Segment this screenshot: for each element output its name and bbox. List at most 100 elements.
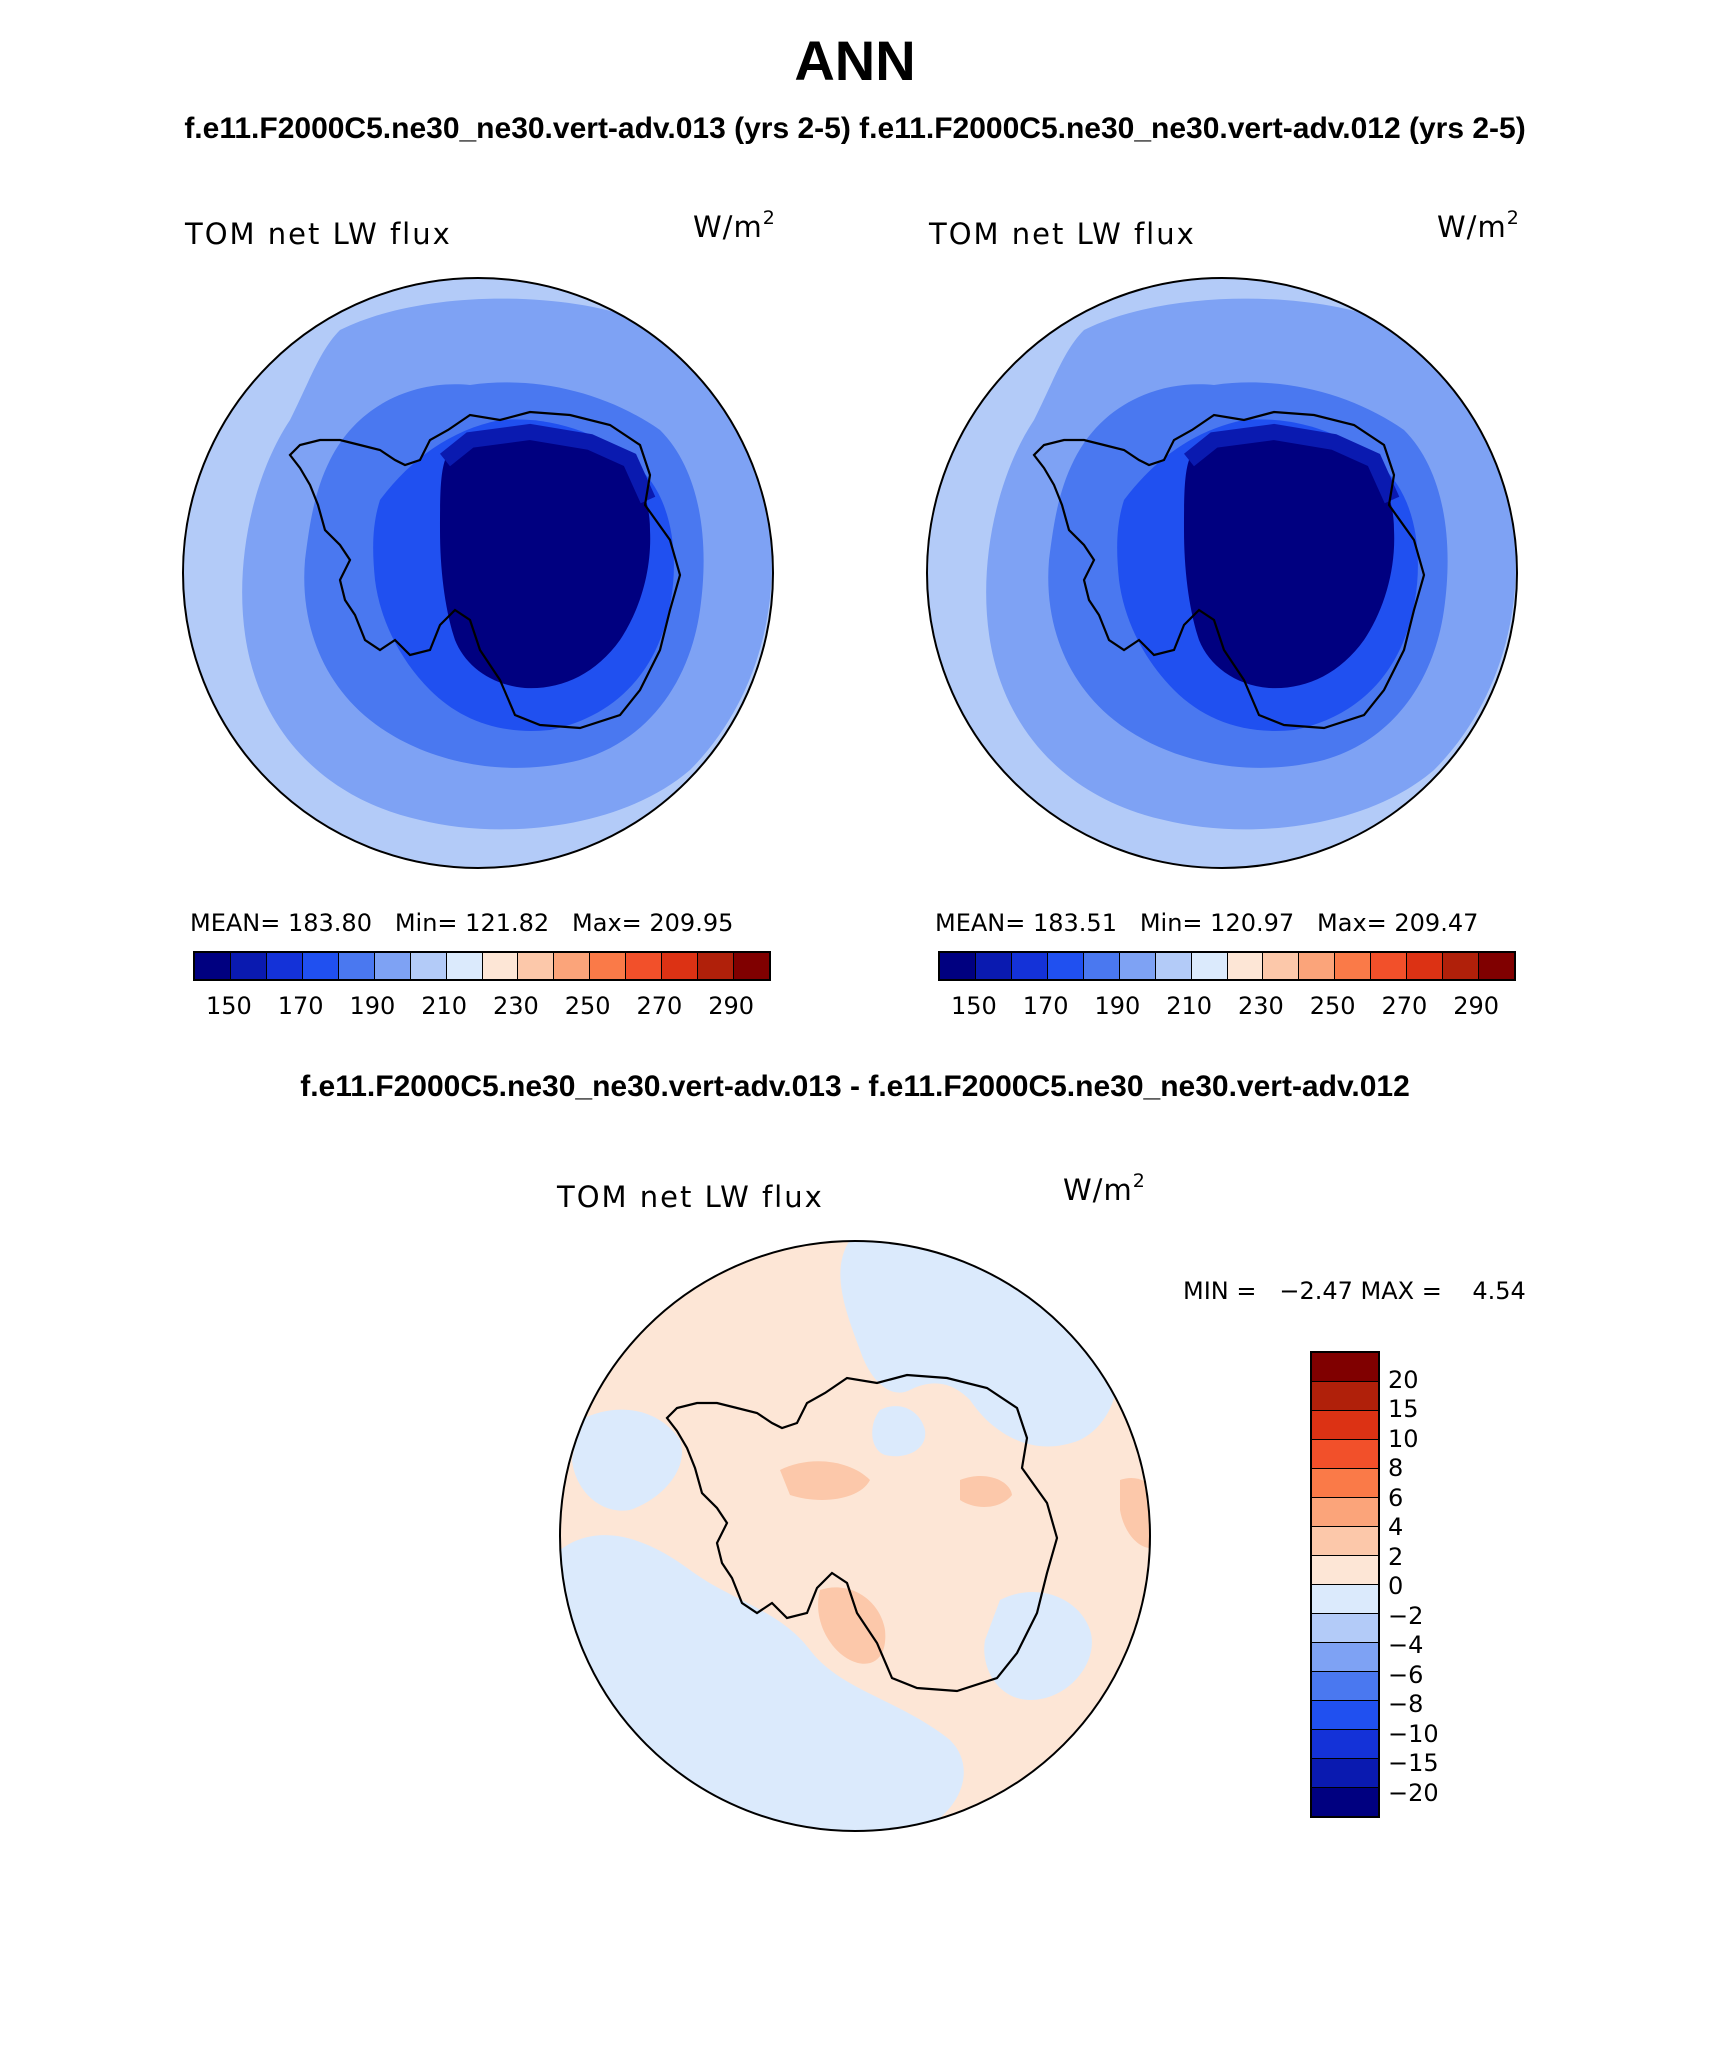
colorbar-swatch [1312,1556,1378,1585]
colorbar-tick-label: 2 [1388,1542,1404,1571]
colorbar-tick-label: 6 [1388,1483,1404,1512]
colorbar-tick-label: 20 [1388,1365,1419,1394]
figure-subtitle-cases: f.e11.F2000C5.ne30_ne30.vert-adv.013 (yr… [184,112,1526,145]
colorbar-tick-label: −2 [1388,1601,1424,1630]
colorbar-swatch [734,953,769,979]
difference-colorbar [1310,1351,1380,1818]
colorbar-tick-label: 290 [708,992,755,1020]
colorbar-swatch [338,953,375,979]
panel-1-variable-label: TOM net LW flux [185,217,452,251]
colorbar-swatch [1119,953,1156,979]
colorbar-tick-label: 10 [1388,1424,1419,1453]
colorbar-tick-label: 170 [1022,992,1069,1020]
colorbar-swatch [1312,1498,1378,1527]
colorbar-tick-label: −4 [1388,1631,1424,1659]
figure-subtitle-difference: f.e11.F2000C5.ne30_ne30.vert-adv.013 - f… [300,1070,1410,1103]
colorbar-swatch [1155,953,1192,979]
colorbar-tick-label: 250 [1309,992,1356,1020]
colorbar-swatch [1312,1788,1378,1816]
colorbar-tick-label: 270 [1381,992,1428,1020]
colorbar-swatch [195,953,231,979]
colorbar-tick-label: 0 [1388,1572,1404,1600]
panel-2-stats: MEAN= 183.51 Min= 120.97 Max= 209.47 [935,909,1479,937]
colorbar-swatch [1312,1353,1378,1382]
difference-variable-label: TOM net LW flux [557,1180,824,1214]
colorbar-tick-label: 150 [950,992,997,1020]
colorbar-tick-label: 4 [1388,1513,1404,1541]
colorbar-swatch [1312,1411,1378,1440]
colorbar-swatch [1479,953,1514,979]
colorbar-swatch [482,953,519,979]
colorbar-swatch [266,953,303,979]
colorbar-swatch [626,953,663,979]
colorbar-swatch [1335,953,1372,979]
colorbar-tick-label: 210 [421,992,468,1020]
colorbar-tick-label: 190 [1094,992,1141,1020]
colorbar-swatch [1443,953,1480,979]
map-panel-1 [183,278,773,868]
colorbar-swatch [230,953,267,979]
colorbar-tick-label: 15 [1388,1395,1419,1423]
colorbar-swatch [1407,953,1444,979]
colorbar-tick-label: 190 [349,992,396,1020]
colorbar-tick-label: 8 [1388,1454,1404,1482]
colorbar-swatch [1191,953,1228,979]
colorbar-swatch [1011,953,1048,979]
colorbar-swatch [1371,953,1408,979]
colorbar-swatch [1227,953,1264,979]
colorbar-swatch [1312,1643,1378,1672]
panel-2-colorbar [938,951,1516,981]
colorbar-swatch [518,953,555,979]
antarctica-coastline [1032,410,1426,730]
colorbar-swatch [1312,1440,1378,1469]
colorbar-tick-label: 230 [1237,992,1284,1020]
difference-colorbar-ticks: 20 15 10 8 6 4 2 0 −2 −4 −6 −8 −10 −15 −20 [1388,1351,1468,1831]
panel-2-colorbar-ticks: 150 170 190 210 230 250 270 290 [938,992,1512,1022]
colorbar-tick-label: −8 [1388,1690,1424,1718]
colorbar-swatch [698,953,735,979]
map-panel-difference [560,1241,1150,1831]
colorbar-tick-label: −15 [1388,1749,1439,1777]
panel-1-colorbar [193,951,771,981]
colorbar-swatch [975,953,1012,979]
colorbar-swatch [662,953,699,979]
colorbar-tick-label: −20 [1388,1778,1439,1807]
colorbar-swatch [1312,1730,1378,1759]
colorbar-tick-label: 270 [636,992,683,1020]
colorbar-swatch [1312,1469,1378,1498]
colorbar-swatch [940,953,976,979]
colorbar-swatch [1299,953,1336,979]
colorbar-swatch [1312,1614,1378,1643]
antarctica-coastline [665,1373,1059,1693]
colorbar-swatch [590,953,627,979]
antarctica-coastline [288,410,682,730]
colorbar-swatch [1312,1701,1378,1730]
colorbar-swatch [1312,1527,1378,1556]
colorbar-swatch [374,953,411,979]
colorbar-swatch [1083,953,1120,979]
colorbar-tick-label: 230 [492,992,539,1020]
colorbar-tick-label: 170 [277,992,324,1020]
colorbar-swatch [1312,1382,1378,1411]
colorbar-tick-label: −10 [1388,1719,1439,1748]
colorbar-swatch [1047,953,1084,979]
colorbar-tick-label: −6 [1388,1660,1424,1689]
colorbar-tick-label: 250 [564,992,611,1020]
colorbar-swatch [554,953,591,979]
colorbar-swatch [410,953,447,979]
panel-1-colorbar-ticks: 150 170 190 210 230 250 270 290 [193,992,767,1022]
colorbar-tick-label: 150 [205,992,252,1020]
colorbar-swatch [1312,1585,1378,1614]
panel-2-units: W/m2 [1437,207,1520,244]
panel-2-variable-label: TOM net LW flux [929,217,1196,251]
panel-1-stats: MEAN= 183.80 Min= 121.82 Max= 209.95 [190,909,734,937]
colorbar-tick-label: 210 [1166,992,1213,1020]
panel-1-units: W/m2 [693,207,776,244]
difference-units: W/m2 [1063,1170,1146,1207]
figure-title: ANN [794,29,916,92]
colorbar-swatch [1263,953,1300,979]
colorbar-swatch [302,953,339,979]
colorbar-swatch [1312,1672,1378,1701]
map-panel-2 [927,278,1517,868]
